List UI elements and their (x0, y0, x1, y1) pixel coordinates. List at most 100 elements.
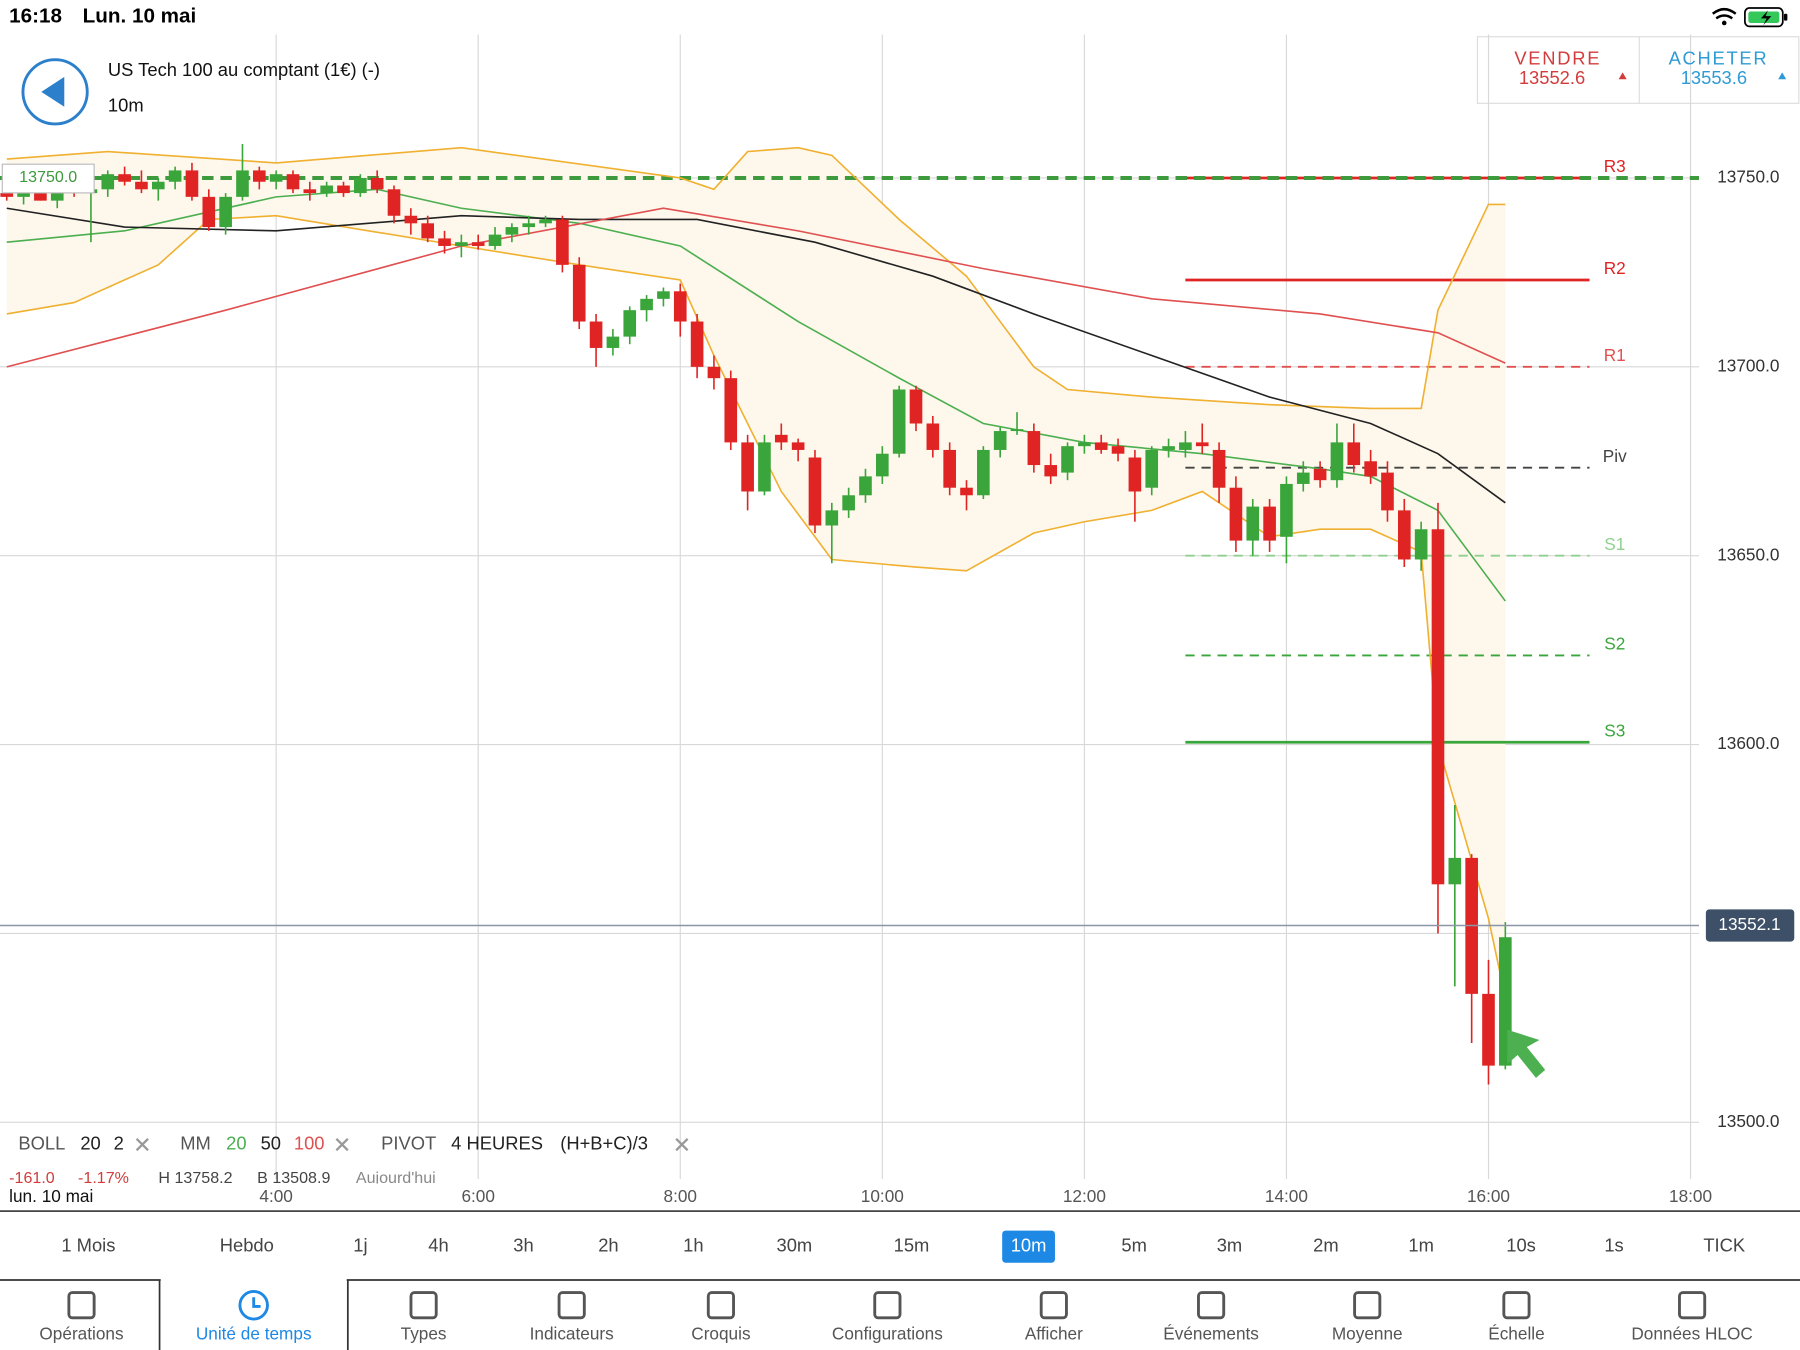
buy-arrow (1778, 72, 1787, 80)
timeframe-option[interactable]: 1 Mois (61, 1235, 115, 1256)
indicator-param: 2 (114, 1132, 124, 1153)
candle-body (370, 177, 384, 190)
toolbar-label[interactable]: Afficher (1025, 1324, 1083, 1344)
buy-price: 13553.6 (1681, 67, 1747, 88)
candle-body (1313, 468, 1327, 481)
candle-body (1246, 506, 1260, 541)
moving-average (6, 207, 1506, 504)
candle-body (1364, 461, 1377, 477)
plot-area: R3 R2 R1 Piv S1 S2 S3 (0, 34, 1699, 1179)
toolbar-label[interactable]: Types (401, 1324, 447, 1344)
candle-body (505, 227, 519, 235)
candle-body (1280, 483, 1293, 537)
buy-label: ACHETER (1669, 48, 1769, 69)
timeframe-option[interactable]: 3m (1217, 1235, 1243, 1256)
candle-body (1162, 446, 1175, 450)
x-tick-label: 14:00 (1265, 1186, 1308, 1206)
candle-body (707, 366, 721, 379)
candle-body (1330, 442, 1344, 481)
toolbar-icon (1502, 1291, 1531, 1320)
candle-body (1061, 446, 1074, 473)
candle-body (606, 336, 620, 348)
candle-body (960, 487, 973, 496)
timeframe-option[interactable]: 4h (428, 1235, 448, 1256)
timeframe-option[interactable]: 1s (1604, 1235, 1623, 1256)
toolbar-label[interactable]: Données HLOC (1631, 1324, 1752, 1344)
timeframe-option[interactable]: 15m (894, 1235, 930, 1256)
toolbar-icon (409, 1291, 438, 1320)
timeframe-option[interactable]: 10m (1011, 1235, 1047, 1256)
timeframe-option[interactable]: Hebdo (220, 1235, 274, 1256)
x-tick-label: 4:00 (259, 1186, 292, 1206)
candle-body (1044, 465, 1058, 477)
quote-frame (1476, 36, 1800, 104)
candle-body (1111, 446, 1125, 454)
pointer-arrow (1507, 1029, 1546, 1078)
toolbar-label[interactable]: Configurations (832, 1324, 943, 1344)
remove-indicator[interactable] (335, 1137, 349, 1152)
indicator-param: 20 (226, 1132, 246, 1153)
pivot-label: S2 (1604, 634, 1625, 654)
candle-body (1010, 429, 1024, 432)
timeframe-option[interactable]: 30m (777, 1235, 813, 1256)
toolbar-icon (252, 1297, 261, 1308)
candle-body (34, 193, 47, 201)
candle-body (741, 442, 754, 492)
timeframe-option[interactable]: 1m (1408, 1235, 1434, 1256)
y-tick-label: 13750.0 (1717, 167, 1779, 187)
candle-body (1296, 472, 1310, 484)
remove-indicator[interactable] (675, 1137, 689, 1152)
stat-value: -161.0 (9, 1169, 55, 1187)
timeframe-option[interactable]: 2m (1313, 1235, 1339, 1256)
toolbar-label[interactable]: Croquis (691, 1324, 750, 1344)
candle-body (1212, 449, 1226, 488)
indicator-param: (H+B+C)/3 (560, 1132, 648, 1153)
candle-body (1414, 529, 1428, 560)
sell-arrow (1618, 72, 1627, 80)
back-button[interactable] (21, 58, 89, 126)
toolbar-icon (67, 1291, 96, 1320)
candle-body (1094, 442, 1108, 450)
y-tick-label: 13600.0 (1717, 733, 1779, 753)
toolbar-label[interactable]: Échelle (1488, 1324, 1544, 1344)
header-timeframe: 10m (108, 95, 144, 116)
candle-body (1347, 442, 1361, 466)
timeframe-option[interactable]: 1j (353, 1235, 367, 1256)
indicator-name: BOLL (18, 1132, 65, 1153)
candle-body (724, 378, 738, 443)
timeframe-option[interactable]: 3h (513, 1235, 533, 1256)
timeframe-option[interactable]: 10s (1506, 1235, 1536, 1256)
timeframe-option[interactable]: 1h (683, 1235, 703, 1256)
alert-label-box (1, 163, 95, 194)
moving-average (6, 207, 1506, 368)
candle-body (1448, 857, 1462, 885)
timeframe-option[interactable]: TICK (1703, 1235, 1746, 1256)
candle-body (1431, 529, 1445, 885)
toolbar-icon (1353, 1291, 1382, 1320)
x-tick-label: 6:00 (461, 1186, 494, 1206)
toolbar-label[interactable]: Unité de temps (196, 1324, 312, 1344)
toolbar-icon (706, 1291, 735, 1320)
candle-body (101, 174, 115, 190)
candle-body (640, 298, 653, 311)
candle-body (135, 181, 148, 190)
candle-body (892, 389, 906, 454)
candle-body (1381, 472, 1394, 511)
timeframe-option[interactable]: 2h (598, 1235, 618, 1256)
candle-body (943, 449, 956, 488)
candle-body (303, 189, 317, 194)
toolbar-label[interactable]: Opérations (39, 1324, 123, 1344)
candle-body (438, 238, 451, 246)
toolbar-label[interactable]: Indicateurs (530, 1324, 614, 1344)
candle-body (236, 170, 249, 197)
stat-value: B 13508.9 (257, 1169, 330, 1187)
candle-body (657, 291, 670, 299)
remove-indicator[interactable] (135, 1137, 149, 1152)
timeframe-option[interactable]: 5m (1121, 1235, 1147, 1256)
toolbar-label[interactable]: Moyenne (1332, 1324, 1403, 1344)
pivot-label: S1 (1604, 534, 1625, 554)
toolbar-label[interactable]: Événements (1163, 1324, 1259, 1344)
bollinger-upper (6, 146, 1506, 410)
